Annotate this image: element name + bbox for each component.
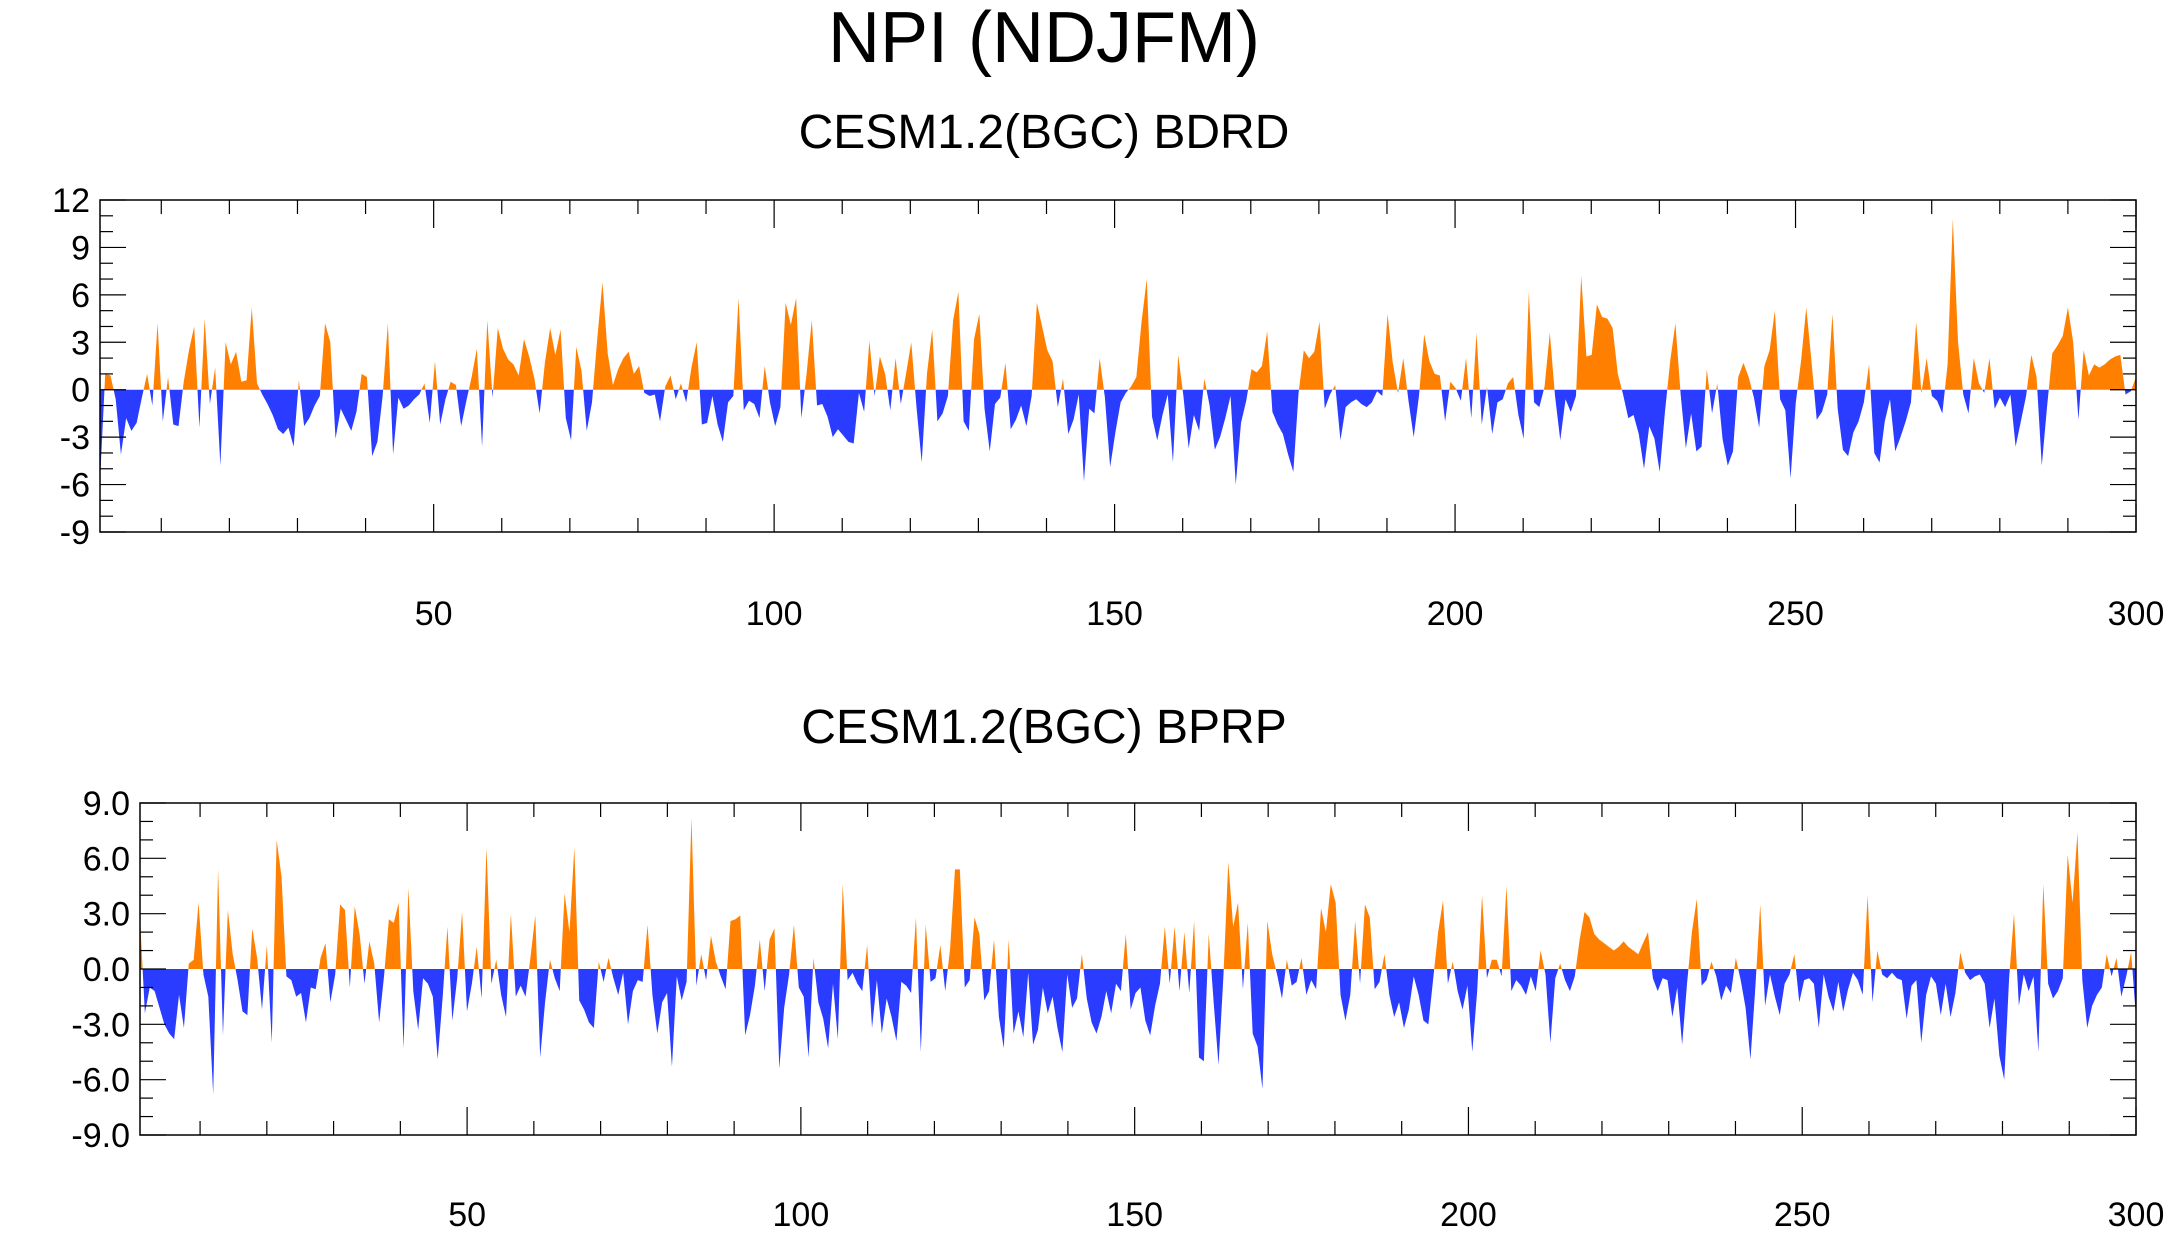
y-tick-label-bprp: -6.0 <box>71 1062 130 1100</box>
x-tick-label-bdrd: 300 <box>2108 595 2165 633</box>
plot-frame-bdrd <box>99 199 2137 533</box>
x-tick-label-bprp: 250 <box>1774 1196 1831 1233</box>
y-tick-label-bprp: 6.0 <box>83 840 130 878</box>
x-tick-label-bprp: 150 <box>1106 1196 1163 1233</box>
y-tick-label-bdrd: -6 <box>60 467 90 505</box>
y-tick-label-bdrd: 3 <box>71 324 90 362</box>
negative-area-series-bprp <box>142 969 2136 1095</box>
y-tick-label-bdrd: 9 <box>71 229 90 267</box>
negative-area-series-bdrd <box>100 389 2132 485</box>
y-tick-label-bdrd: 6 <box>71 277 90 315</box>
x-tick-label-bdrd: 100 <box>746 595 803 633</box>
chart-panel-bdrd: CESM1.2(BGC) BDRD 50 100 150 200 250 300 12 9 6 3… <box>52 106 2164 633</box>
y-tick-label-bprp: -3.0 <box>71 1006 130 1044</box>
y-tick-label-bprp: 9.0 <box>83 785 130 823</box>
y-tick-label-bprp: -9.0 <box>71 1117 130 1155</box>
x-tick-label-bprp: 200 <box>1440 1196 1497 1233</box>
x-tick-label-bprp: 100 <box>773 1196 830 1233</box>
y-tick-label-bdrd: -9 <box>60 514 90 552</box>
figure-title: NPI (NDJFM) <box>828 0 1260 78</box>
y-tick-label-bdrd: -3 <box>60 419 90 457</box>
x-tick-label-bdrd: 200 <box>1427 595 1484 633</box>
panel-title-bdrd: CESM1.2(BGC) BDRD <box>799 106 1290 159</box>
y-tick-label-bdrd: 0 <box>71 372 90 410</box>
x-tick-label-bdrd: 50 <box>415 595 453 633</box>
y-tick-label-bprp: 3.0 <box>83 896 130 934</box>
x-tick-label-bprp: 50 <box>448 1196 486 1233</box>
panel-title-bprp: CESM1.2(BGC) BPRP <box>801 701 1286 754</box>
x-tick-label-bdrd: 150 <box>1086 595 1143 633</box>
x-tick-label-bprp: 300 <box>2108 1196 2165 1233</box>
chart-panel-bprp: CESM1.2(BGC) BPRP 50 100 150 200 250 300 9.0 6.… <box>71 701 2164 1233</box>
x-tick-label-bdrd: 250 <box>1767 595 1824 633</box>
y-tick-label-bdrd: 12 <box>52 182 90 220</box>
y-tick-label-bprp: 0.0 <box>83 951 130 989</box>
positive-area-series-bdrd <box>104 218 2137 390</box>
positive-area-series-bprp <box>140 817 2133 969</box>
